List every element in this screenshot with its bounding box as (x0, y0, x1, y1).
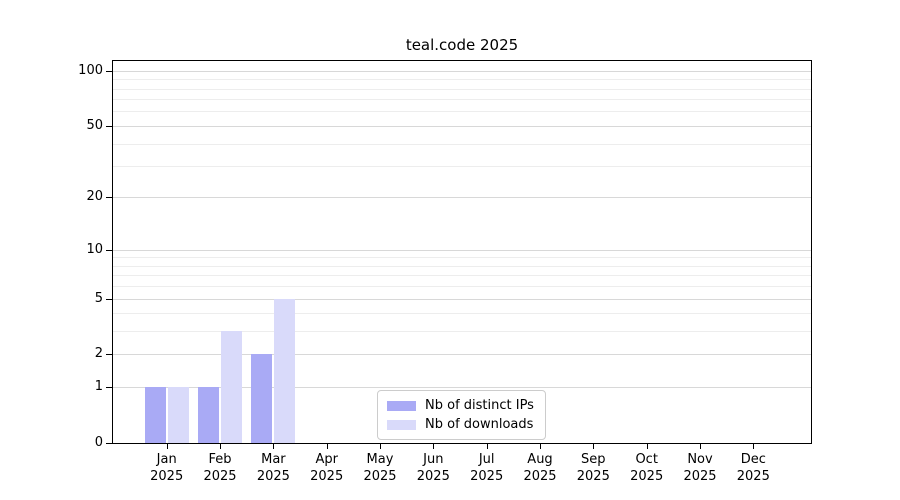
x-tick-label-jun: Jun 2025 (393, 451, 473, 485)
x-tick-label-sep: Sep 2025 (553, 451, 633, 485)
x-tick-label-feb: Feb 2025 (180, 451, 260, 485)
y-tick-label-0: 0 (94, 434, 103, 450)
y-tick-label-2: 2 (94, 346, 103, 362)
x-label-month: Sep (581, 452, 606, 467)
x-tick-nov (700, 444, 701, 449)
gridline-major-1 (113, 387, 811, 389)
chart-title: teal.code 2025 (405, 36, 519, 54)
x-label-month: Apr (315, 452, 338, 467)
x-label-year: 2025 (523, 469, 557, 484)
bar-jan-distinct-ips (144, 387, 166, 443)
x-label-month: Jan (156, 452, 177, 467)
x-label-year: 2025 (363, 469, 397, 484)
legend-label-downloads: Nb of downloads (425, 417, 534, 432)
x-tick-apr (326, 444, 328, 449)
y-tick-50 (106, 125, 112, 127)
gridline-minor-90 (113, 79, 811, 81)
gridline-major-2 (113, 354, 811, 356)
x-tick-mar (273, 444, 275, 449)
y-tick-label-100: 100 (78, 62, 103, 78)
gridline-major-10 (113, 249, 811, 251)
x-label-year: 2025 (630, 469, 664, 484)
x-label-month: Feb (208, 452, 232, 467)
legend-label-distinct-ips: Nb of distinct IPs (425, 398, 534, 413)
y-tick-2 (106, 354, 112, 356)
x-tick-label-mar: Mar 2025 (233, 451, 313, 485)
x-label-year: 2025 (256, 469, 290, 484)
x-label-year: 2025 (150, 469, 184, 484)
legend-swatch-downloads (387, 419, 416, 430)
y-tick-label-20: 20 (86, 189, 103, 205)
bar-feb-distinct-ips (198, 387, 219, 443)
gridline-minor-6 (113, 286, 811, 288)
y-tick-20 (106, 197, 112, 199)
y-tick-label-10: 10 (86, 241, 103, 257)
x-label-month: Nov (687, 452, 713, 467)
gridline-minor-30 (113, 166, 811, 167)
gridline-major-100 (113, 70, 811, 72)
x-label-month: Dec (740, 452, 766, 467)
y-tick-label-1: 1 (94, 378, 103, 394)
x-label-year: 2025 (310, 469, 344, 484)
gridline-minor-8 (113, 265, 811, 267)
x-label-month: Aug (527, 452, 553, 467)
x-tick-feb (220, 444, 221, 449)
x-tick-may (380, 444, 381, 449)
x-label-month: May (366, 452, 394, 467)
x-tick-oct (646, 444, 648, 449)
bar-mar-distinct-ips (251, 354, 273, 443)
legend-entry-distinct-ips: Nb of distinct IPs (387, 398, 534, 413)
x-tick-label-jul: Jul 2025 (447, 451, 527, 485)
x-tick-sep (593, 444, 595, 449)
legend-entry-downloads: Nb of downloads (387, 417, 534, 432)
gridline-major-50 (113, 125, 811, 127)
x-tick-label-nov: Nov 2025 (660, 451, 740, 485)
legend-swatch-distinct-ips (387, 400, 416, 411)
x-label-month: Oct (635, 452, 658, 467)
x-tick-label-oct: Oct 2025 (607, 451, 687, 485)
x-label-year: 2025 (416, 469, 450, 484)
x-tick-aug (540, 444, 541, 449)
y-tick-label-50: 50 (86, 117, 103, 133)
gridline-minor-4 (113, 313, 811, 315)
x-tick-label-may: May 2025 (340, 451, 420, 485)
x-tick-jul (486, 444, 488, 449)
x-tick-jan (166, 444, 168, 449)
y-tick-10 (106, 249, 112, 251)
legend: Nb of distinct IPs Nb of downloads (377, 390, 546, 440)
x-label-month: Jun (423, 452, 444, 467)
x-tick-label-apr: Apr 2025 (287, 451, 367, 485)
y-tick-label-5: 5 (94, 290, 103, 306)
gridline-major-20 (113, 197, 811, 199)
x-label-year: 2025 (736, 469, 770, 484)
x-tick-jun (433, 444, 435, 449)
gridline-minor-60 (113, 111, 811, 113)
x-label-month: Mar (261, 452, 286, 467)
plot-area: Nb of distinct IPs Nb of downloads (112, 60, 812, 444)
x-label-year: 2025 (683, 469, 717, 484)
x-label-year: 2025 (203, 469, 237, 484)
bar-jan-downloads (167, 387, 189, 443)
x-label-year: 2025 (470, 469, 504, 484)
x-tick-label-jan: Jan 2025 (127, 451, 207, 485)
x-label-year: 2025 (576, 469, 610, 484)
gridline-minor-9 (113, 257, 811, 259)
x-tick-label-aug: Aug 2025 (500, 451, 580, 485)
bar-feb-downloads (221, 331, 242, 443)
y-tick-5 (106, 298, 112, 300)
gridline-minor-3 (113, 331, 811, 333)
x-tick-label-dec: Dec 2025 (713, 451, 793, 485)
gridline-minor-40 (113, 143, 811, 145)
gridline-major-5 (113, 298, 811, 300)
x-tick-dec (753, 444, 755, 449)
y-tick-100 (106, 70, 112, 72)
y-tick-1 (106, 387, 112, 389)
gridline-minor-7 (113, 275, 811, 277)
bar-mar-downloads (274, 298, 296, 443)
y-tick-0 (106, 443, 112, 444)
x-label-month: Jul (478, 452, 495, 467)
gridline-minor-80 (113, 88, 811, 90)
gridline-minor-70 (113, 99, 811, 101)
